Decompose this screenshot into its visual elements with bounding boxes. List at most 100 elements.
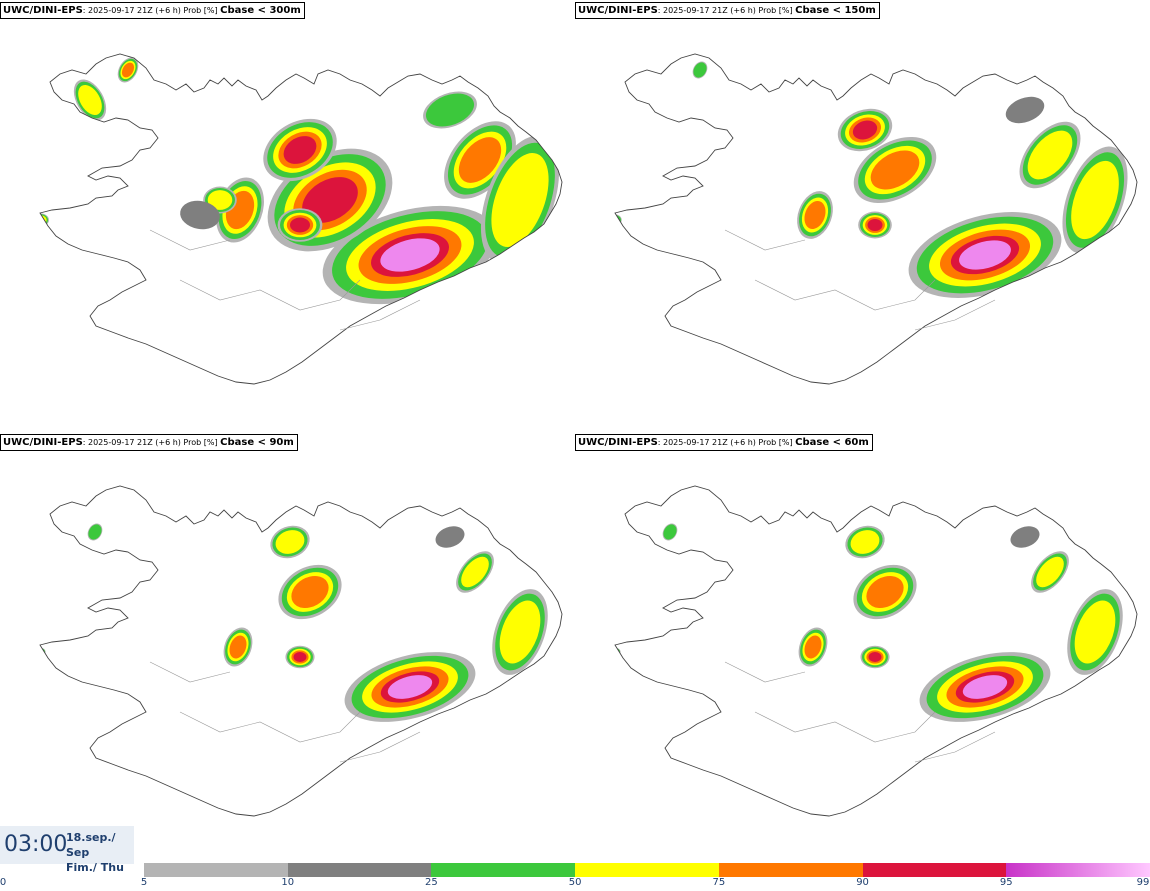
prob-area-level-1 (180, 200, 220, 230)
prob-area-level-3 (207, 190, 233, 210)
prob-area-low (979, 312, 991, 328)
iceland-map (614, 485, 1138, 817)
run-info: : 2025-09-17 21Z (+6 h) Prob [%] (82, 438, 221, 447)
prob-area-level-5 (852, 120, 878, 140)
coastline (39, 53, 563, 385)
prob-area-level-6 (387, 675, 433, 699)
prob-area-level-4 (121, 62, 135, 78)
map-panel-cbase-300: UWC/DINI-EPS: 2025-09-17 21Z (+6 h) Prob… (0, 0, 575, 430)
model-name: UWC/DINI-EPS (3, 437, 83, 448)
run-info: : 2025-09-17 21Z (+6 h) Prob [%] (82, 6, 221, 15)
run-info: : 2025-09-17 21Z (+6 h) Prob [%] (657, 6, 796, 15)
prob-area-level-5 (290, 217, 310, 233)
prob-area-level-2 (980, 313, 990, 327)
prob-area-level-2 (615, 648, 620, 656)
prob-area-level-3 (850, 530, 880, 554)
colorbar-segment (431, 863, 576, 877)
prob-area-level-3 (491, 153, 549, 247)
colorbar-tick: 95 (999, 877, 1013, 888)
colorbar-tick-zero: 0 (0, 877, 7, 888)
prob-area-level-2 (405, 302, 415, 318)
threshold-label: Cbase < 300m (220, 5, 301, 16)
coastline (614, 485, 1138, 817)
colorbar-tick: 10 (281, 877, 295, 888)
prob-area-level-2 (406, 746, 414, 758)
colorbar-tick: 5 (140, 877, 148, 888)
prob-area-level-5 (868, 652, 882, 662)
prob-area-level-6 (962, 675, 1008, 699)
prob-area-level-6 (380, 238, 440, 272)
topo-contours (149, 661, 421, 763)
colorbar-tick: 75 (712, 877, 726, 888)
map-panel-cbase-90: UWC/DINI-EPS: 2025-09-17 21Z (+6 h) Prob… (0, 432, 575, 862)
prob-area-level-4 (870, 150, 920, 190)
model-name: UWC/DINI-EPS (3, 5, 83, 16)
colorbar-tick: 90 (856, 877, 869, 888)
colorbar-segment (287, 863, 432, 877)
topo-contours (724, 229, 996, 331)
prob-area-level-5 (867, 219, 883, 231)
valid-date: 18.sep./ Sep Fim./ Thu (66, 830, 134, 875)
prob-area-level-5 (293, 652, 307, 662)
topo-contours (724, 661, 996, 763)
colorbar-tick: 50 (568, 877, 582, 888)
iceland-map (39, 485, 563, 817)
prob-area-level-5 (302, 177, 358, 223)
prob-area-level-3 (1071, 160, 1119, 240)
prob-area-level-4 (291, 575, 329, 609)
valid-date-line2: Fim./ Thu (66, 861, 124, 874)
colorbar-tick: 25 (425, 877, 438, 888)
model-name: UWC/DINI-EPS (578, 437, 658, 448)
prob-area-low (404, 301, 416, 319)
run-info: : 2025-09-17 21Z (+6 h) Prob [%] (657, 438, 796, 447)
colorbar-segment (718, 863, 864, 877)
probability-colorbar (144, 863, 1150, 877)
prob-area-low (980, 745, 990, 759)
map-panel-cbase-60: UWC/DINI-EPS: 2025-09-17 21Z (+6 h) Prob… (575, 432, 1150, 862)
prob-area-level-1 (1005, 96, 1045, 124)
prob-area-level-6 (959, 240, 1011, 270)
panel-title: UWC/DINI-EPS: 2025-09-17 21Z (+6 h) Prob… (0, 434, 298, 451)
prob-area-level-2 (88, 524, 102, 540)
valid-time: 03:00 (4, 832, 68, 857)
prob-area-level-4 (458, 137, 502, 183)
prob-area-level-3 (499, 600, 541, 664)
threshold-label: Cbase < 60m (795, 437, 869, 448)
prob-area-level-4 (804, 200, 826, 230)
panel-title: UWC/DINI-EPS: 2025-09-17 21Z (+6 h) Prob… (0, 2, 305, 19)
prob-area-level-3 (275, 530, 305, 554)
prob-area-level-3 (1027, 130, 1073, 180)
coastline (39, 485, 563, 817)
colorbar-segment (862, 863, 1007, 877)
colorbar-segment (575, 863, 720, 877)
valid-time-box: 03:00 18.sep./ Sep Fim./ Thu (0, 826, 134, 874)
threshold-label: Cbase < 150m (795, 5, 876, 16)
colorbar-tick: 99 (1136, 877, 1150, 888)
map-panel-cbase-150: UWC/DINI-EPS: 2025-09-17 21Z (+6 h) Prob… (575, 0, 1150, 430)
prob-area-level-3 (1036, 556, 1064, 588)
prob-area-level-5 (283, 136, 317, 164)
prob-area-level-3 (461, 556, 489, 588)
prob-area-level-3 (78, 84, 102, 116)
prob-area-level-2 (663, 524, 677, 540)
prob-area-level-1 (1010, 526, 1040, 548)
colorbar-segment (1006, 863, 1150, 877)
prob-area-low (405, 745, 415, 759)
iceland-map (614, 53, 1138, 385)
panel-title: UWC/DINI-EPS: 2025-09-17 21Z (+6 h) Prob… (575, 2, 880, 19)
prob-area-level-4 (866, 575, 904, 609)
prob-area-level-1 (435, 526, 465, 548)
iceland-map (39, 53, 563, 385)
colorbar-segment (144, 863, 289, 877)
prob-area-level-4 (804, 635, 822, 659)
prob-area-level-2 (425, 93, 475, 127)
coastline (614, 53, 1138, 385)
prob-area-level-2 (693, 62, 707, 78)
valid-date-line1: 18.sep./ Sep (66, 831, 116, 859)
prob-area-level-2 (40, 648, 45, 656)
threshold-label: Cbase < 90m (220, 437, 294, 448)
prob-area-level-4 (229, 635, 247, 659)
panel-title: UWC/DINI-EPS: 2025-09-17 21Z (+6 h) Prob… (575, 434, 873, 451)
prob-area-level-3 (1074, 600, 1116, 664)
model-name: UWC/DINI-EPS (578, 5, 658, 16)
